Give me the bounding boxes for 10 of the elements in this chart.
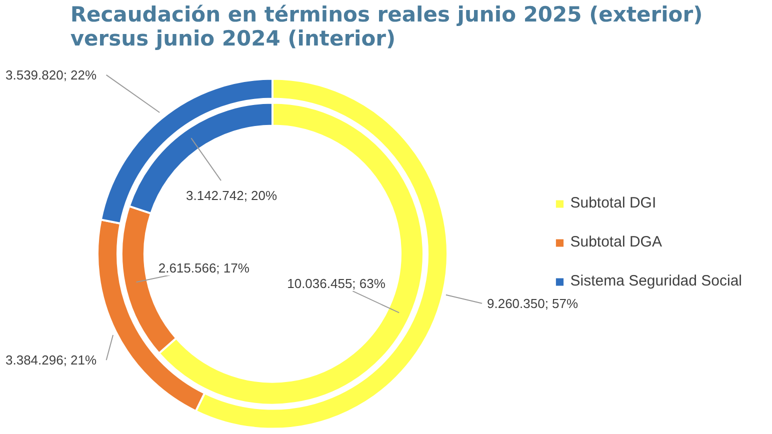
- data-label: 9.260.350; 57%: [486, 296, 579, 311]
- data-label: 2.615.566; 17%: [158, 260, 250, 276]
- data-label: 10.036.455; 63%: [287, 276, 386, 291]
- legend-label: Sistema Seguridad Social: [570, 272, 742, 290]
- legend-label: Subtotal DGA: [570, 234, 662, 250]
- data-label: 3.384.296; 21%: [6, 352, 98, 368]
- data-label: 3.142.742; 20%: [186, 188, 278, 204]
- data-label: 3.539.820; 22%: [6, 67, 98, 82]
- chart-title: Recaudación en términos reales junio 2025 (exterior) versus junio 2024 (interior): [70, 2, 703, 50]
- legend-label: Subtotal DGI: [570, 194, 656, 212]
